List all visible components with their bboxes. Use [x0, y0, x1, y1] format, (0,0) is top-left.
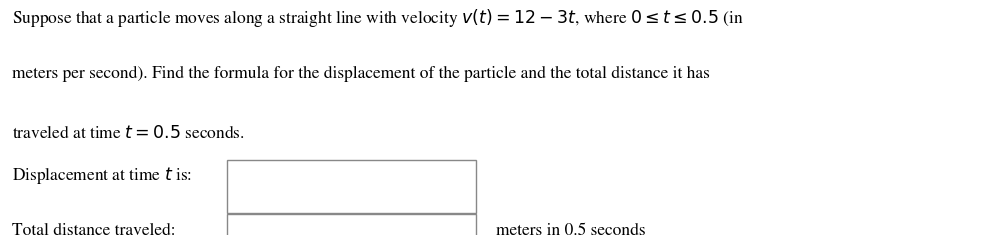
Text: Displacement at time $t$ is:: Displacement at time $t$ is:: [12, 164, 192, 185]
Text: traveled at time $t = 0.5$ seconds.: traveled at time $t = 0.5$ seconds.: [12, 125, 245, 141]
FancyBboxPatch shape: [227, 214, 476, 235]
Text: Total distance traveled:: Total distance traveled:: [12, 223, 175, 235]
FancyBboxPatch shape: [227, 160, 476, 213]
Text: meters per second). Find the formula for the displacement of the particle and th: meters per second). Find the formula for…: [12, 66, 710, 82]
Text: meters in 0.5 seconds: meters in 0.5 seconds: [496, 223, 645, 235]
Text: Suppose that a particle moves along a straight line with velocity $v(t) = 12 - 3: Suppose that a particle moves along a st…: [12, 7, 744, 29]
